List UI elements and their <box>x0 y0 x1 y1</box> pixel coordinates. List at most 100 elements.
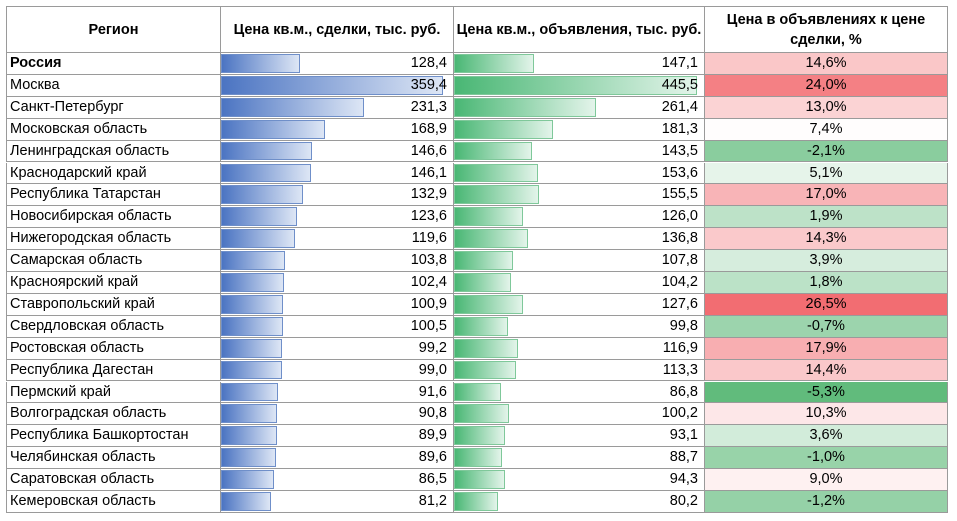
region-cell: Челябинская область <box>6 447 221 470</box>
ad-price-value: 107,8 <box>661 252 698 269</box>
deal-price-cell: 100,5 <box>221 315 454 338</box>
deal-price-bar <box>221 163 312 183</box>
region-cell: Самарская область <box>6 250 221 272</box>
region-cell: Москва <box>6 74 221 97</box>
deal-price-cell: 86,5 <box>221 469 454 491</box>
ad-price-value: 147,1 <box>661 55 698 71</box>
ratio-cell: 9,0% <box>705 469 948 491</box>
ad-price-bar <box>454 294 524 314</box>
ratio-cell: -2,1% <box>705 140 948 163</box>
ad-price-cell: 100,2 <box>454 403 705 426</box>
deal-price-value: 86,5 <box>418 471 447 488</box>
ad-price-value: 104,2 <box>661 274 698 290</box>
deal-price-bar <box>221 229 295 249</box>
deal-price-bar <box>221 294 284 314</box>
deal-price-bar <box>221 185 304 205</box>
deal-price-value: 99,2 <box>418 339 447 356</box>
region-cell: Саратовская область <box>6 469 221 491</box>
deal-price-bar <box>221 97 364 117</box>
deal-price-bar <box>221 492 272 511</box>
region-cell: Республика Дагестан <box>6 359 221 382</box>
ad-price-cell: 94,3 <box>454 469 705 491</box>
region-cell: Московская область <box>6 118 221 141</box>
ad-price-bar <box>454 338 518 358</box>
deal-price-value: 168,9 <box>410 120 447 137</box>
ad-price-cell: 99,8 <box>454 315 705 338</box>
deal-price-cell: 119,6 <box>221 228 454 251</box>
ad-price-cell: 104,2 <box>454 272 705 294</box>
ad-price-cell: 136,8 <box>454 228 705 251</box>
deal-price-value: 89,6 <box>418 449 447 466</box>
deal-price-cell: 102,4 <box>221 272 454 294</box>
ad-price-cell: 80,2 <box>454 491 705 513</box>
deal-price-bar <box>221 360 283 380</box>
ad-price-cell: 143,5 <box>454 140 705 163</box>
ratio-cell: 10,3% <box>705 403 948 426</box>
ad-price-value: 126,0 <box>661 208 698 225</box>
ad-price-cell: 126,0 <box>454 206 705 229</box>
ratio-cell: 14,6% <box>705 53 948 75</box>
deal-price-cell: 128,4 <box>221 53 454 75</box>
deal-price-bar <box>221 119 326 139</box>
deal-price-cell: 103,8 <box>221 250 454 272</box>
ad-price-cell: 181,3 <box>454 118 705 141</box>
ratio-cell: -0,7% <box>705 315 948 338</box>
ad-price-bar <box>454 229 529 249</box>
ad-price-bar <box>454 426 505 446</box>
ratio-cell: 24,0% <box>705 74 948 97</box>
deal-price-value: 89,9 <box>418 427 447 444</box>
deal-price-bar <box>221 54 301 73</box>
ad-price-bar <box>454 185 539 205</box>
ad-price-bar <box>454 316 509 336</box>
deal-price-value: 359,4 <box>410 76 447 93</box>
ad-price-bar <box>454 448 503 468</box>
header-region: Регион <box>6 6 221 53</box>
ad-price-value: 153,6 <box>661 164 698 181</box>
deal-price-value: 119,6 <box>411 230 447 247</box>
header-deal-price: Цена кв.м., сделки, тыс. руб. <box>221 6 454 53</box>
ratio-cell: -1,0% <box>705 447 948 470</box>
ad-price-value: 136,8 <box>661 230 698 247</box>
deal-price-value: 81,2 <box>418 493 447 509</box>
deal-price-cell: 146,1 <box>221 162 454 185</box>
ad-price-value: 80,2 <box>669 493 698 509</box>
ratio-cell: 3,6% <box>705 425 948 448</box>
ad-price-value: 88,7 <box>669 449 698 466</box>
deal-price-cell: 99,0 <box>221 359 454 382</box>
deal-price-value: 146,6 <box>410 142 447 159</box>
ad-price-value: 445,5 <box>661 76 698 93</box>
ad-price-bar <box>454 382 502 402</box>
deal-price-value: 100,5 <box>410 317 447 334</box>
deal-price-value: 100,9 <box>410 295 447 312</box>
ad-price-cell: 127,6 <box>454 293 705 316</box>
ad-price-cell: 93,1 <box>454 425 705 448</box>
deal-price-cell: 146,6 <box>221 140 454 163</box>
region-cell: Кемеровская область <box>6 491 221 513</box>
deal-price-bar <box>221 338 283 358</box>
deal-price-value: 103,8 <box>410 252 447 269</box>
region-cell: Новосибирская область <box>6 206 221 229</box>
deal-price-cell: 89,9 <box>221 425 454 448</box>
ad-price-bar <box>454 360 516 380</box>
ad-price-value: 181,3 <box>661 120 698 137</box>
ratio-cell: 7,4% <box>705 118 948 141</box>
ad-price-value: 93,1 <box>669 427 698 444</box>
deal-price-cell: 231,3 <box>221 96 454 119</box>
deal-price-cell: 99,2 <box>221 337 454 360</box>
ad-price-bar <box>454 97 597 117</box>
ad-price-value: 94,3 <box>669 471 698 488</box>
deal-price-cell: 91,6 <box>221 381 454 404</box>
deal-price-cell: 81,2 <box>221 491 454 513</box>
region-cell: Пермский край <box>6 381 221 404</box>
ratio-cell: -5,3% <box>705 381 948 404</box>
deal-price-value: 132,9 <box>410 186 447 203</box>
ratio-cell: 3,9% <box>705 250 948 272</box>
ratio-cell: 5,1% <box>705 162 948 185</box>
ad-price-value: 127,6 <box>661 295 698 312</box>
ad-price-cell: 116,9 <box>454 337 705 360</box>
ad-price-cell: 261,4 <box>454 96 705 119</box>
deal-price-cell: 359,4 <box>221 74 454 97</box>
ad-price-bar <box>454 75 697 95</box>
deal-price-cell: 123,6 <box>221 206 454 229</box>
region-cell: Нижегородская область <box>6 228 221 251</box>
